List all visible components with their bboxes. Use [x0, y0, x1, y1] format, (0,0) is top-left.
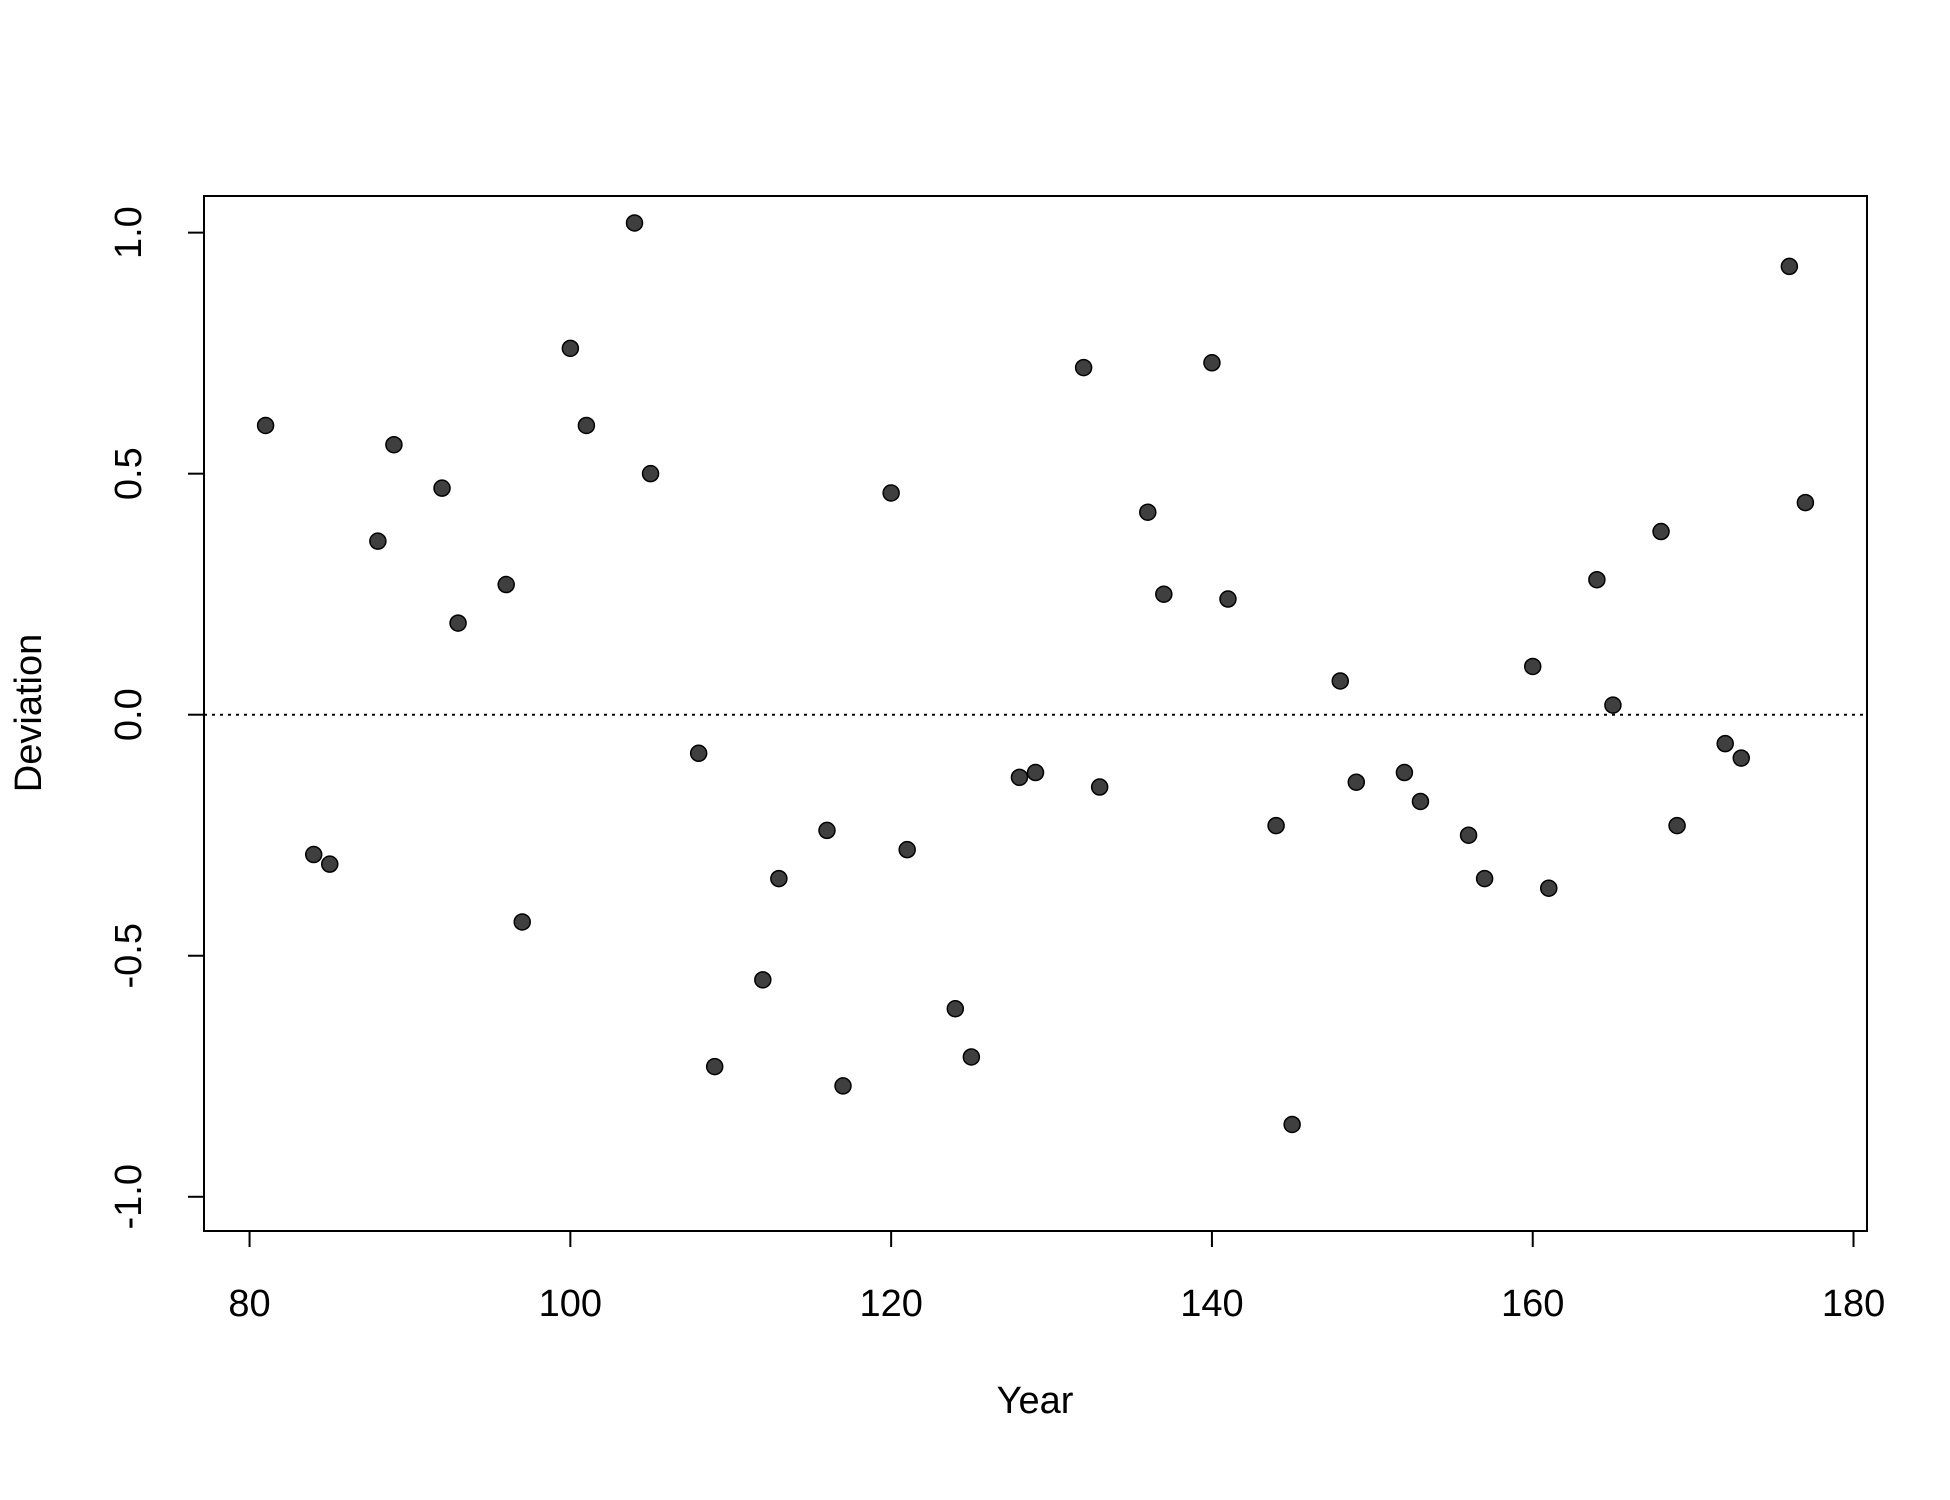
y-tick-label: 0.0 — [108, 688, 150, 741]
x-tick-label: 160 — [1501, 1283, 1564, 1325]
point — [1780, 257, 1799, 276]
point — [1395, 763, 1414, 782]
point — [818, 821, 836, 840]
point — [754, 971, 772, 989]
point — [1283, 1115, 1301, 1134]
point — [1155, 585, 1173, 603]
point — [1347, 773, 1366, 791]
point — [1668, 816, 1686, 835]
y-tick-label: -0.5 — [108, 923, 150, 988]
point — [497, 575, 515, 594]
point — [1732, 749, 1750, 767]
plot-frame — [203, 195, 1868, 1232]
point — [513, 913, 531, 931]
x-tick-label: 80 — [228, 1283, 270, 1325]
point — [561, 339, 580, 358]
point — [962, 1048, 981, 1066]
point — [1331, 672, 1350, 690]
point — [705, 1057, 724, 1076]
y-tick-label: 1.0 — [108, 206, 150, 259]
point — [1716, 734, 1734, 753]
point — [770, 869, 788, 888]
point — [1026, 763, 1045, 782]
point — [1459, 826, 1478, 844]
x-tick-label: 100 — [539, 1283, 602, 1325]
point — [1267, 816, 1285, 835]
point — [577, 416, 596, 435]
point — [898, 840, 916, 859]
point — [1796, 493, 1815, 512]
x-tick-label: 140 — [1180, 1283, 1243, 1325]
point — [321, 855, 339, 873]
point — [256, 416, 275, 435]
point — [1475, 869, 1494, 888]
y-axis-label: Deviation — [8, 634, 50, 792]
point — [882, 484, 900, 502]
point — [689, 744, 708, 763]
point — [1090, 778, 1109, 796]
point — [946, 1000, 965, 1018]
point — [1588, 570, 1606, 589]
x-tick-label: 180 — [1822, 1283, 1885, 1325]
point — [1523, 657, 1542, 676]
point — [1604, 696, 1622, 714]
point — [1139, 503, 1157, 521]
point — [1540, 879, 1558, 897]
y-tick-label: -1.0 — [108, 1164, 150, 1229]
point — [1219, 590, 1237, 608]
point — [1411, 792, 1430, 811]
point — [1652, 522, 1670, 541]
point — [641, 464, 660, 483]
point — [385, 435, 403, 454]
point — [449, 614, 467, 632]
x-tick-label: 120 — [859, 1283, 922, 1325]
point — [1074, 358, 1093, 377]
point — [1010, 768, 1029, 787]
x-axis-label: Year — [997, 1380, 1074, 1422]
point — [1203, 354, 1221, 372]
point — [433, 479, 451, 497]
point — [369, 532, 387, 550]
point — [625, 214, 644, 232]
y-tick-label: 0.5 — [108, 447, 150, 500]
point — [304, 845, 323, 864]
point — [834, 1077, 852, 1095]
